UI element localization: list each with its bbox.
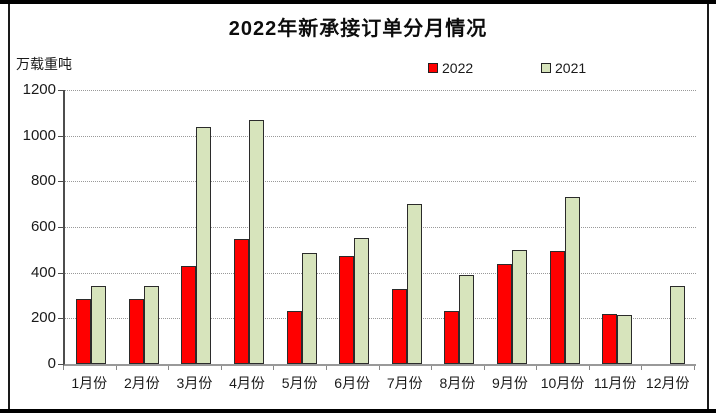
bar-2021-11月份 [617,315,633,364]
top-frame-line [0,0,716,4]
bar-2022-4月份 [234,239,250,364]
bar-2021-5月份 [301,253,317,364]
plot-area [63,90,696,366]
x-category-label-1: 1月份 [71,375,108,391]
bar-2022-6月份 [339,256,355,364]
bar-2022-9月份 [496,264,512,364]
x-category-label-12: 12月份 [645,375,690,391]
bar-2021-9月份 [511,250,527,364]
legend-item-2021: 2021 [541,60,586,76]
x-axis-tick [63,366,64,370]
chart-title: 2022年新承接订单分月情况 [228,18,488,40]
right-frame-line [707,4,709,409]
bar-2022-7月份 [391,289,407,364]
bar-2021-1月份 [91,286,107,364]
bar-2022-5月份 [286,311,302,364]
gridline-1200 [65,90,696,91]
bar-2022-10月份 [549,251,565,364]
bar-2022-8月份 [444,311,460,364]
y-tick-label-1200: 1200 [22,81,56,98]
bar-2022-3月份 [181,266,197,364]
x-axis-tick [220,366,222,370]
y-axis-tick [58,318,63,320]
y-axis-tick [58,90,63,91]
bar-2021-4月份 [249,120,265,364]
x-category-label-4: 4月份 [229,375,265,391]
x-axis-tick [483,366,485,370]
x-category-label-9: 9月份 [492,375,528,391]
bar-2021-3月份 [196,127,212,364]
left-frame-line [8,4,10,409]
x-axis-tick [536,366,538,370]
x-axis-tick [378,366,380,370]
bar-2021-12月份 [669,286,685,364]
y-tick-label-0: 0 [47,355,56,372]
x-axis-tick [325,366,327,370]
bar-2022-2月份 [128,299,144,364]
legend-swatch-2021 [541,63,551,73]
legend-label-2022: 2022 [442,60,474,76]
gridline-400 [65,272,696,274]
y-tick-label-200: 200 [30,309,56,327]
x-axis-tick [641,366,643,370]
gridline-800 [65,181,696,183]
x-axis-tick [431,366,433,370]
x-category-label-6: 6月份 [334,375,371,391]
bar-2021-8月份 [459,275,475,364]
legend-item-2022: 2022 [428,60,473,76]
x-category-label-5: 5月份 [281,375,318,391]
y-tick-label-600: 600 [30,218,56,235]
bar-2021-6月份 [354,238,370,364]
bar-2021-7月份 [406,204,422,364]
bar-2022-11月份 [602,314,618,364]
bar-2022-1月份 [76,299,92,364]
y-axis-tick [58,227,63,228]
x-category-label-10: 10月份 [540,375,585,391]
gridline-600 [65,227,696,228]
y-axis-tick [58,364,63,365]
bar-2021-10月份 [564,197,580,364]
gridline-1000 [65,135,696,137]
y-axis-tick [58,181,63,183]
x-category-label-2: 2月份 [123,375,160,391]
y-axis-tick [58,135,63,137]
x-category-label-11: 11月份 [593,375,637,391]
y-tick-label-800: 800 [30,172,56,190]
x-axis-tick [694,366,695,370]
y-tick-label-1000: 1000 [22,126,56,144]
x-category-label-7: 7月份 [386,375,423,391]
x-axis-tick [588,366,590,370]
legend-swatch-2022 [428,63,438,73]
x-axis-tick [273,366,275,370]
x-category-label-3: 3月份 [176,375,213,391]
bottom-frame-line [0,409,716,413]
bar-2021-2月份 [143,286,159,364]
y-axis-unit-label: 万载重吨 [16,56,72,72]
y-tick-label-400: 400 [30,263,56,281]
legend-label-2021: 2021 [555,60,587,76]
gridline-200 [65,318,696,320]
y-axis-tick [58,272,63,274]
x-axis-tick [115,366,117,370]
x-axis-tick [168,366,170,370]
x-category-label-8: 8月份 [439,375,476,391]
